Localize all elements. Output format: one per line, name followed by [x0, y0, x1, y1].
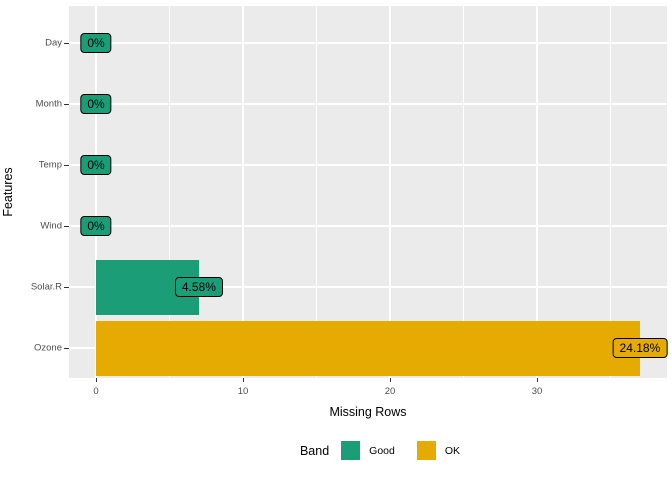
x-tick-label: 0	[93, 386, 99, 397]
y-axis-tick	[64, 347, 69, 349]
gridline-major-horizontal	[69, 103, 667, 105]
y-axis-tick	[64, 286, 69, 288]
bar-value-label: 4.58%	[174, 277, 223, 297]
gridline-minor-vertical	[169, 6, 170, 378]
legend-entry: Good	[341, 441, 395, 460]
y-axis-tick	[64, 225, 69, 227]
legend-label: Good	[369, 444, 395, 457]
legend-label: OK	[444, 444, 461, 457]
x-tick-label: 10	[237, 386, 249, 397]
bar	[96, 320, 640, 376]
y-axis-tick	[64, 164, 69, 166]
gridline-major-vertical	[389, 6, 391, 378]
gridline-major-horizontal	[69, 286, 667, 288]
y-tick-label: Month	[35, 98, 62, 110]
x-axis-tick	[95, 378, 97, 382]
plot-panel: 0% 0% 0% 0% 4.58% 24.18%	[69, 6, 668, 378]
y-tick-label: Solar.R	[30, 281, 62, 293]
x-axis-tick	[389, 378, 391, 382]
legend-swatch	[416, 441, 436, 460]
bar-value-label: 0%	[80, 33, 112, 53]
y-tick-label: Ozone	[34, 342, 62, 354]
gridline-major-vertical	[95, 6, 97, 378]
y-tick-label: Wind	[40, 220, 62, 232]
gridline-major-vertical	[242, 6, 244, 378]
x-axis-title: Missing Rows	[329, 405, 407, 419]
legend: Band Good OK	[0, 441, 672, 460]
x-tick-label: 30	[531, 386, 543, 397]
bar-value-label: 0%	[80, 216, 112, 236]
y-axis-title: Features	[1, 167, 15, 217]
x-axis-tick	[536, 378, 538, 382]
gridline-major-horizontal	[69, 225, 667, 227]
bar-value-label: 0%	[80, 94, 112, 114]
legend-swatch	[341, 441, 361, 460]
bar-value-label: 24.18%	[612, 338, 668, 358]
gridline-minor-vertical	[610, 6, 611, 378]
gridline-minor-vertical	[316, 6, 317, 378]
legend-inner: Band Good OK	[300, 441, 482, 460]
y-tick-label: Temp	[38, 159, 62, 171]
legend-title: Band	[299, 443, 330, 458]
gridline-major-vertical	[536, 6, 538, 378]
x-axis-tick	[242, 378, 244, 382]
gridline-major-horizontal	[69, 164, 667, 166]
y-axis-tick	[64, 103, 69, 105]
gridline-major-horizontal	[69, 42, 667, 44]
x-tick-label: 20	[384, 386, 396, 397]
legend-entry: OK	[416, 441, 461, 460]
gridline-minor-vertical	[463, 6, 464, 378]
bar-value-label: 0%	[80, 155, 112, 175]
y-axis-tick	[64, 42, 69, 44]
y-tick-label: Day	[45, 37, 62, 49]
